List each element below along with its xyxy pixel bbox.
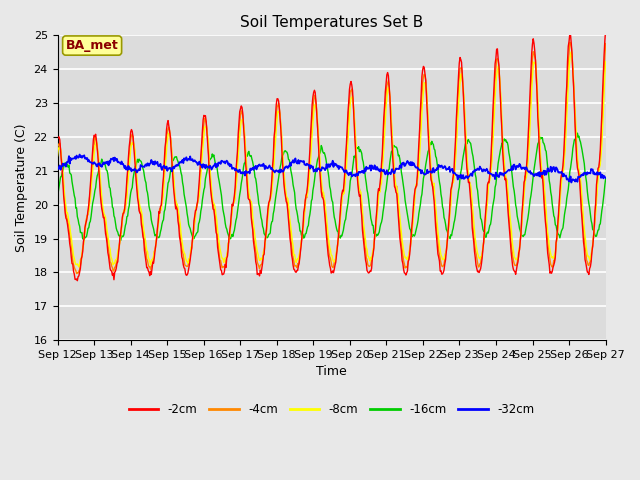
Title: Soil Temperatures Set B: Soil Temperatures Set B (240, 15, 423, 30)
Legend: -2cm, -4cm, -8cm, -16cm, -32cm: -2cm, -4cm, -8cm, -16cm, -32cm (124, 398, 539, 420)
Text: BA_met: BA_met (66, 39, 118, 52)
Y-axis label: Soil Temperature (C): Soil Temperature (C) (15, 123, 28, 252)
X-axis label: Time: Time (316, 365, 347, 379)
